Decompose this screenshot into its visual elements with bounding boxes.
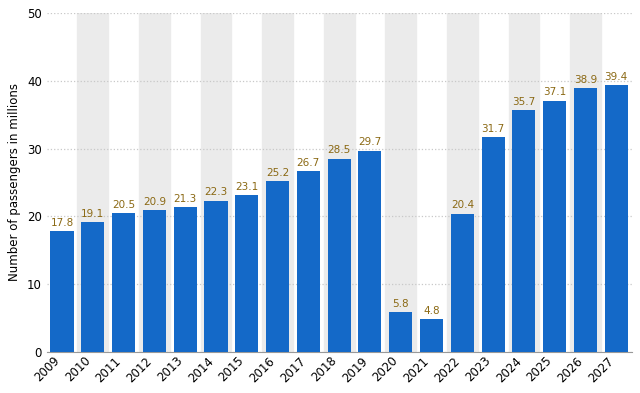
Text: 5.8: 5.8	[392, 299, 409, 309]
Bar	[139, 13, 170, 352]
Bar	[112, 213, 135, 352]
Bar	[605, 85, 628, 352]
Text: 20.9: 20.9	[143, 197, 166, 207]
Bar	[570, 13, 601, 352]
Text: 39.4: 39.4	[605, 72, 628, 82]
Text: 28.5: 28.5	[328, 145, 351, 155]
Bar	[481, 137, 505, 352]
Text: 37.1: 37.1	[543, 87, 566, 97]
Bar	[420, 319, 443, 352]
Bar	[204, 201, 228, 352]
Bar	[324, 13, 355, 352]
Bar	[358, 151, 381, 352]
Text: 29.7: 29.7	[358, 137, 381, 147]
Bar	[266, 181, 289, 352]
Text: 38.9: 38.9	[574, 75, 597, 85]
Bar	[236, 195, 259, 352]
Text: 35.7: 35.7	[512, 97, 536, 107]
Bar	[385, 13, 416, 352]
Bar	[173, 208, 196, 352]
Text: 23.1: 23.1	[235, 182, 259, 192]
Text: 17.8: 17.8	[51, 218, 74, 228]
Text: 4.8: 4.8	[423, 306, 440, 316]
Bar	[51, 231, 74, 352]
Bar	[77, 13, 108, 352]
Bar	[389, 312, 412, 352]
Y-axis label: Number of passengers in millions: Number of passengers in millions	[8, 83, 21, 281]
Text: 22.3: 22.3	[204, 187, 228, 197]
Bar	[297, 171, 320, 352]
Bar	[574, 88, 597, 352]
Bar	[143, 210, 166, 352]
Text: 20.4: 20.4	[451, 200, 474, 210]
Bar	[509, 13, 540, 352]
Text: 25.2: 25.2	[266, 168, 289, 178]
Bar	[513, 110, 536, 352]
Bar	[447, 13, 477, 352]
Bar	[81, 222, 104, 352]
Bar	[451, 213, 474, 352]
Text: 20.5: 20.5	[112, 200, 135, 209]
Bar	[200, 13, 232, 352]
Bar	[262, 13, 293, 352]
Text: 19.1: 19.1	[81, 209, 104, 219]
Text: 26.7: 26.7	[297, 158, 320, 167]
Text: 31.7: 31.7	[481, 124, 505, 134]
Bar	[328, 159, 351, 352]
Text: 21.3: 21.3	[173, 194, 197, 204]
Bar	[543, 101, 566, 352]
